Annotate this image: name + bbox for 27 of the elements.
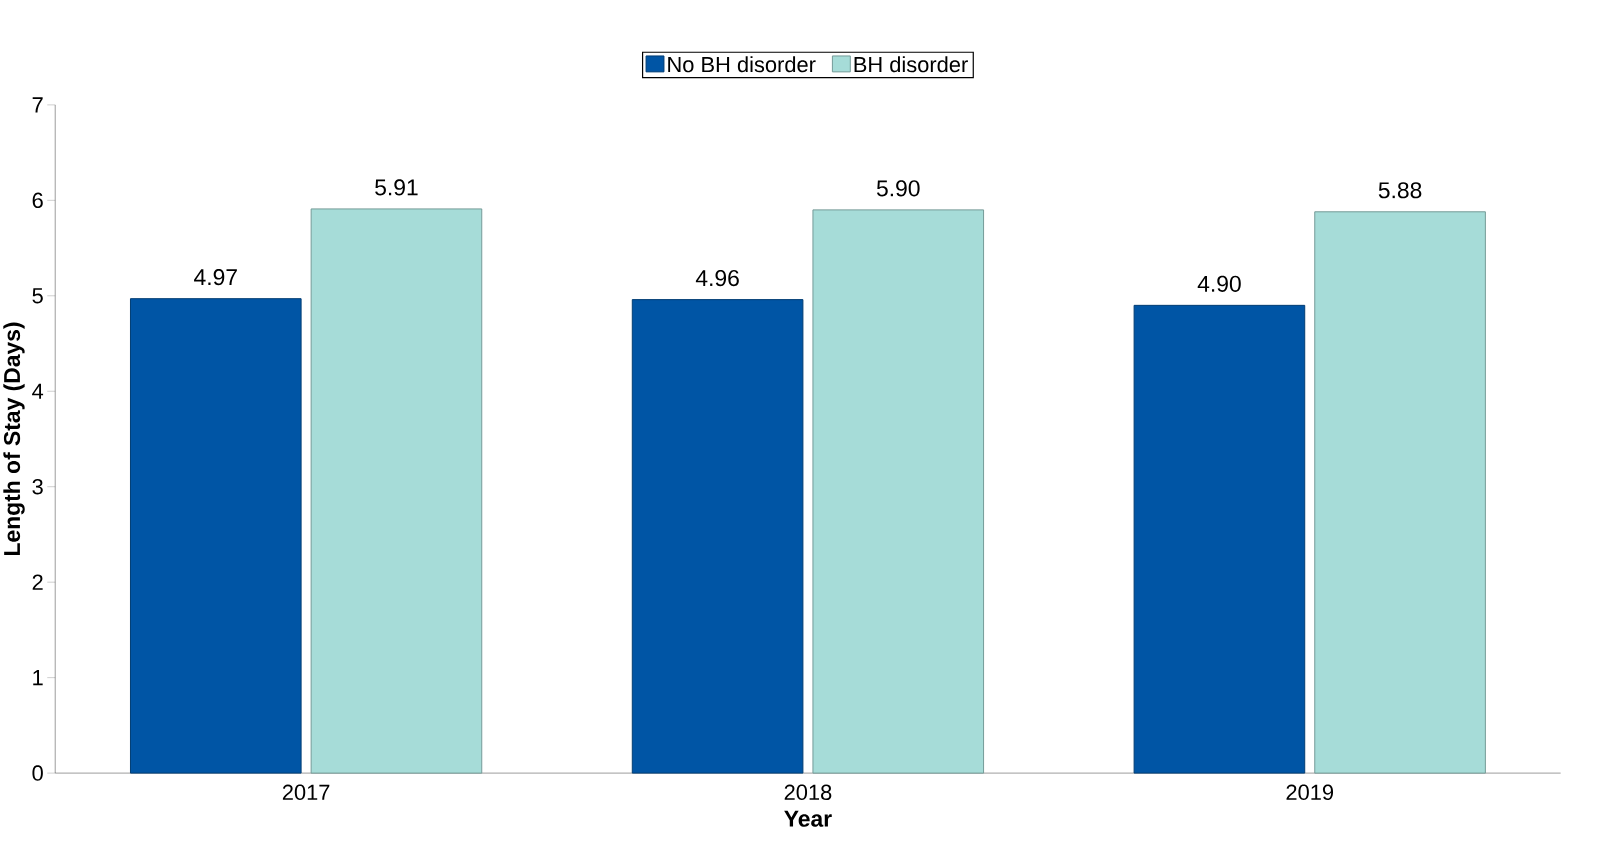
data-label: 5.91 <box>375 179 418 196</box>
legend-label: No BH disorder <box>668 56 816 73</box>
bar <box>310 208 483 774</box>
bar <box>812 209 985 774</box>
y-tick-label: 7 <box>32 97 43 113</box>
y-tick-label: 4 <box>32 383 44 399</box>
x-axis-title: Year <box>784 810 832 827</box>
y-tick-label: 3 <box>32 478 43 495</box>
data-label: 5.90 <box>876 180 920 197</box>
legend-label: BH disorder <box>854 56 968 73</box>
data-label: 5.88 <box>1378 182 1422 199</box>
y-axis-title: Length of Stay (Days) <box>3 322 25 555</box>
x-tick-label: 2019 <box>1286 784 1334 800</box>
y-tick-label: 2 <box>32 574 43 590</box>
y-tick-label: 5 <box>32 288 43 304</box>
x-tick-label: 2018 <box>784 784 832 800</box>
x-tick-label: 2017 <box>282 784 330 800</box>
y-tick-label: 0 <box>32 765 43 781</box>
y-tick-label: 6 <box>32 192 43 209</box>
data-label: 4.90 <box>1197 275 1241 292</box>
data-label: 4.96 <box>695 269 739 287</box>
y-tick-label: 1 <box>33 670 43 686</box>
data-label: 4.97 <box>194 268 237 286</box>
bar <box>631 299 804 774</box>
bar <box>129 298 302 774</box>
bar <box>1133 304 1306 774</box>
bar <box>1314 211 1486 774</box>
